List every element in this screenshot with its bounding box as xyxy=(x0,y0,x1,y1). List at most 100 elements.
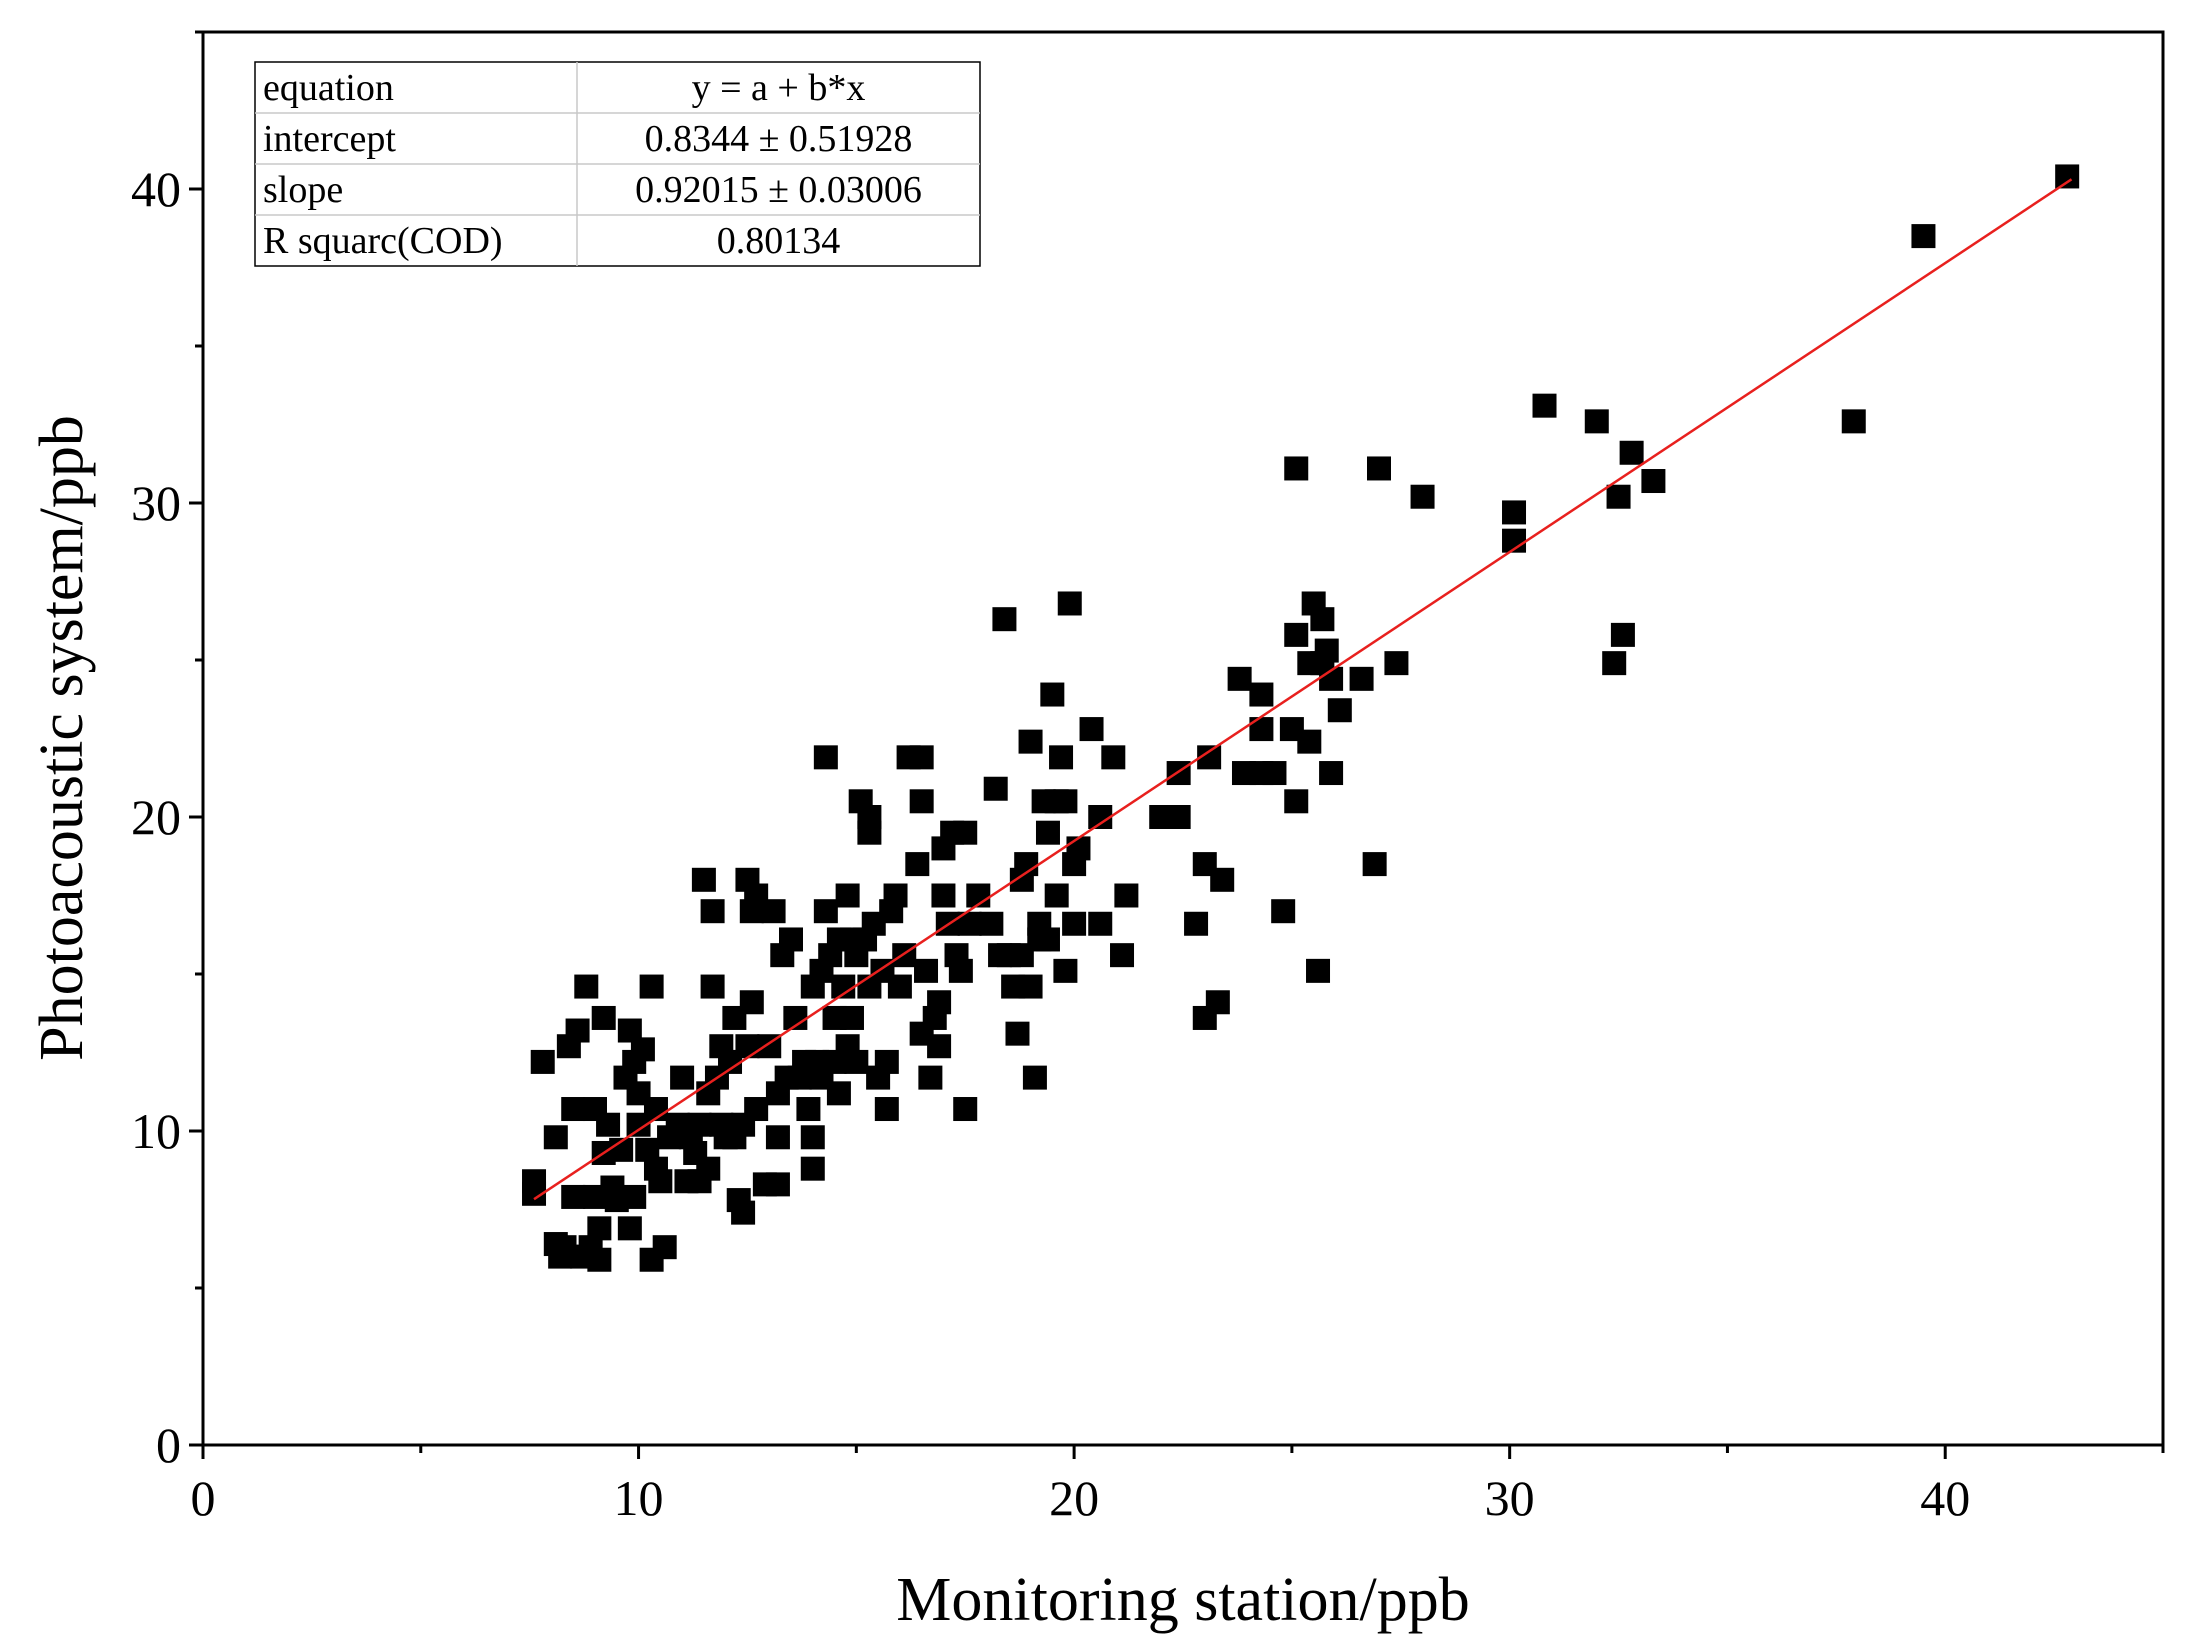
data-point xyxy=(813,745,838,770)
data-point xyxy=(1841,409,1866,434)
data-point xyxy=(1362,852,1387,877)
data-point xyxy=(883,883,908,908)
data-point xyxy=(796,1097,821,1122)
y-tick-label: 40 xyxy=(131,161,181,217)
x-tick-label: 20 xyxy=(1049,1470,1099,1526)
data-point xyxy=(1410,484,1435,509)
data-point xyxy=(874,1049,899,1074)
data-point xyxy=(522,1169,547,1194)
data-point xyxy=(700,974,725,999)
data-point xyxy=(983,776,1008,801)
data-point xyxy=(826,1081,851,1106)
fit-table-label: R squarc(COD) xyxy=(263,220,503,262)
data-point xyxy=(696,1156,721,1181)
data-point xyxy=(587,1216,612,1241)
fit-table-value: y = a + b*x xyxy=(692,67,866,109)
data-point xyxy=(979,911,1004,936)
data-point xyxy=(1271,899,1296,924)
plot-frame xyxy=(201,30,2165,1447)
data-points xyxy=(522,164,2080,1272)
data-point xyxy=(1079,717,1104,742)
data-point xyxy=(1602,651,1627,676)
data-point xyxy=(1227,666,1252,691)
data-point xyxy=(648,1169,673,1194)
x-axis-title: Monitoring station/ppb xyxy=(896,1566,1470,1634)
data-point xyxy=(2055,164,2080,189)
data-point xyxy=(744,1097,769,1122)
data-point xyxy=(909,789,934,814)
data-point xyxy=(561,1097,586,1122)
fit-table-label: equation xyxy=(263,67,394,109)
data-point xyxy=(591,1005,616,1030)
fit-line xyxy=(533,178,2073,1201)
data-point xyxy=(617,1216,642,1241)
data-point xyxy=(530,1049,555,1074)
data-point xyxy=(670,1065,695,1090)
data-point xyxy=(887,974,912,999)
data-point xyxy=(1310,607,1335,632)
data-point xyxy=(1584,409,1609,434)
data-point xyxy=(1018,729,1043,754)
data-point xyxy=(761,899,786,924)
data-point xyxy=(800,1125,825,1150)
data-point xyxy=(1205,990,1230,1015)
data-point xyxy=(1053,789,1078,814)
data-point xyxy=(1184,911,1209,936)
data-point xyxy=(1284,456,1309,481)
data-point xyxy=(1053,958,1078,983)
y-tick-label: 10 xyxy=(131,1103,181,1159)
x-tick-label: 30 xyxy=(1485,1470,1535,1526)
data-point xyxy=(1022,1065,1047,1090)
data-point xyxy=(1367,456,1391,481)
data-point xyxy=(561,1184,586,1209)
data-point xyxy=(1284,622,1309,647)
x-tick-label: 40 xyxy=(1920,1470,1970,1526)
data-point xyxy=(1327,698,1352,723)
data-point xyxy=(765,1125,790,1150)
data-point xyxy=(639,974,664,999)
data-point xyxy=(700,899,725,924)
data-point xyxy=(1319,761,1344,786)
data-point xyxy=(813,899,838,924)
data-point xyxy=(1049,745,1074,770)
data-point xyxy=(574,974,599,999)
data-point xyxy=(909,745,934,770)
data-point xyxy=(1210,867,1235,892)
y-axis: 0 10 20 30 40 xyxy=(131,30,203,1473)
data-point xyxy=(622,1184,647,1209)
y-tick-label: 0 xyxy=(156,1417,181,1473)
x-tick-label: 0 xyxy=(191,1470,216,1526)
data-point xyxy=(844,1049,869,1074)
x-tick-label: 10 xyxy=(614,1470,664,1526)
data-point xyxy=(1005,1021,1030,1046)
data-point xyxy=(1606,484,1631,509)
data-point xyxy=(587,1247,612,1272)
data-point xyxy=(691,867,716,892)
data-point xyxy=(1641,469,1666,494)
y-tick-label: 20 xyxy=(131,789,181,845)
fit-table: equation y = a + b*x intercept 0.8344 ± 0.5… xyxy=(254,61,981,267)
data-point xyxy=(1249,717,1274,742)
data-point xyxy=(1066,836,1091,861)
fit-line-group xyxy=(533,178,2073,1201)
data-point xyxy=(731,1200,756,1225)
data-point xyxy=(1502,500,1527,525)
data-point xyxy=(1349,666,1374,691)
data-point xyxy=(1088,911,1113,936)
data-point xyxy=(905,852,930,877)
data-point xyxy=(783,1005,808,1030)
data-point xyxy=(1284,789,1309,814)
fit-table-label: slope xyxy=(263,169,343,211)
data-point xyxy=(652,1235,677,1260)
data-point xyxy=(1532,393,1557,418)
data-point xyxy=(543,1125,568,1150)
data-point xyxy=(765,1172,790,1197)
data-point xyxy=(1114,883,1139,908)
data-point xyxy=(565,1018,590,1043)
fit-table-label: intercept xyxy=(263,118,396,160)
data-point xyxy=(1619,440,1644,465)
data-point xyxy=(953,1097,978,1122)
data-point xyxy=(1057,591,1082,616)
x-axis: 0 10 20 30 40 xyxy=(191,1445,2165,1526)
